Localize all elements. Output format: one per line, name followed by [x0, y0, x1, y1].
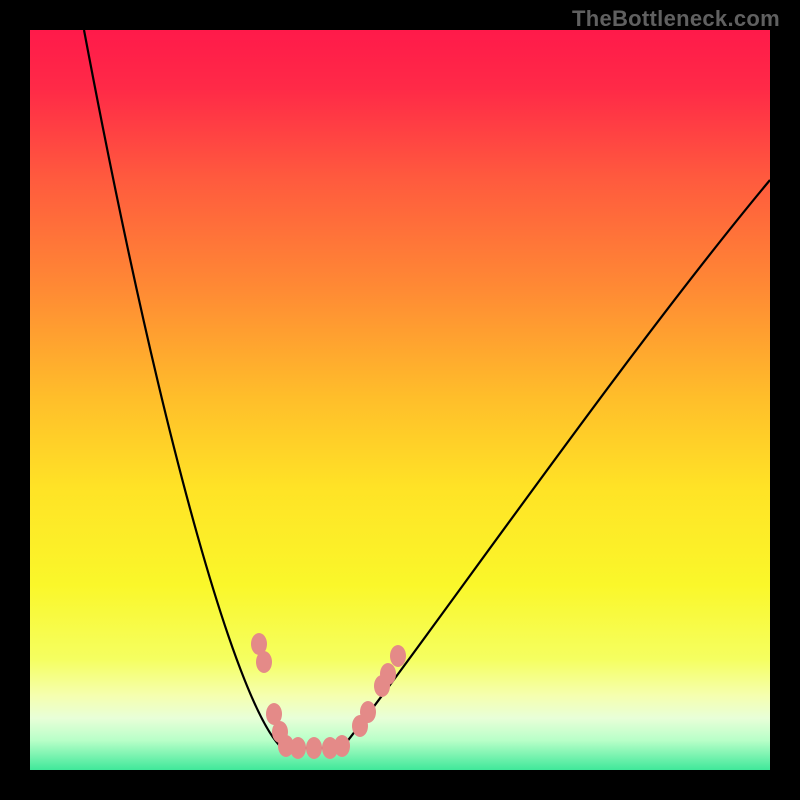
chart-frame: TheBottleneck.com: [0, 0, 800, 800]
watermark-text: TheBottleneck.com: [572, 6, 780, 32]
curve-marker: [290, 737, 306, 759]
curve-marker: [256, 651, 272, 673]
bottleneck-chart: [0, 0, 800, 800]
curve-marker: [306, 737, 322, 759]
curve-marker: [390, 645, 406, 667]
curve-marker: [360, 701, 376, 723]
curve-marker: [380, 663, 396, 685]
curve-marker: [334, 735, 350, 757]
